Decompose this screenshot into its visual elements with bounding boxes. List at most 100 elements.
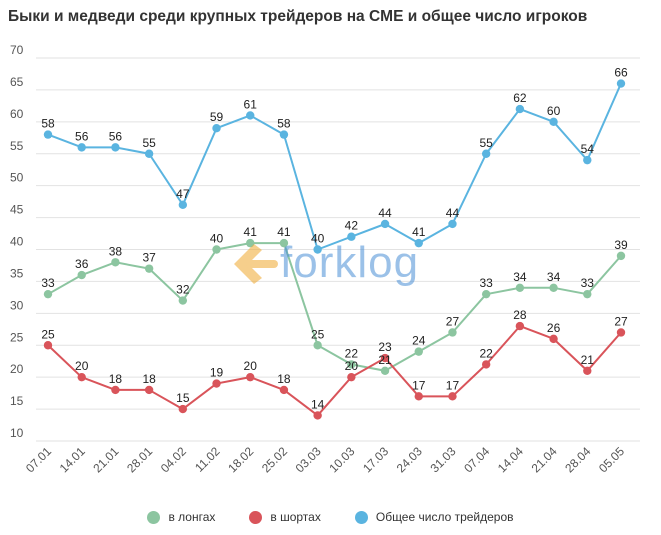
series-line-short [47, 325, 622, 417]
y-tick-label: 45 [10, 203, 24, 217]
data-label-long: 24 [412, 334, 426, 348]
y-axis-ticks: 10 15 20 25 30 35 40 45 50 55 60 65 70 [10, 43, 24, 440]
data-point-total [515, 104, 525, 114]
data-point-short [583, 366, 592, 375]
x-tick-label: 21.04 [529, 444, 560, 475]
data-label-short: 21 [581, 353, 595, 367]
chart-title: Быки и медведи среди крупных трейдеров н… [8, 8, 588, 25]
data-point-total [77, 143, 86, 152]
forklog-watermark: forklog [228, 236, 443, 296]
data-label-short: 20 [75, 359, 89, 373]
data-point-long [549, 283, 558, 292]
data-point-long [583, 289, 592, 299]
y-tick-label: 60 [10, 107, 24, 121]
legend-item-total: Общее число трейдеров [354, 510, 514, 524]
data-point-long [212, 245, 221, 254]
data-point-total [279, 130, 289, 139]
data-labels: 33 36 38 37 32 40 41 41 25 22 21 24 27 33 34 34 33 39 25 20… [41, 66, 628, 412]
data-point-short [414, 392, 423, 401]
data-point-short [144, 385, 154, 395]
data-point-total [414, 238, 423, 248]
x-tick-label: 10.03 [326, 444, 357, 475]
data-label-short: 27 [614, 314, 628, 328]
y-tick-label: 25 [10, 330, 24, 344]
data-label-total: 66 [614, 66, 628, 80]
x-tick-label: 18.02 [225, 444, 256, 475]
data-label-long: 36 [75, 257, 89, 271]
x-tick-label: 14.01 [57, 444, 88, 475]
x-tick-label: 25.02 [259, 444, 290, 475]
data-point-total [481, 149, 491, 158]
data-point-short [246, 372, 255, 382]
data-label-total: 58 [277, 117, 291, 131]
data-label-short: 17 [412, 378, 426, 392]
data-label-total: 44 [446, 206, 460, 220]
data-point-short [279, 385, 289, 395]
y-tick-label: 40 [10, 235, 24, 249]
data-label-total: 42 [345, 219, 359, 233]
y-tick-label: 65 [10, 75, 24, 89]
data-point-short [212, 379, 221, 388]
data-label-long: 41 [277, 225, 291, 239]
data-label-long: 32 [176, 283, 190, 297]
data-label-total: 55 [479, 136, 493, 150]
legend-label-long: в лонгах [168, 510, 216, 524]
data-label-long: 34 [547, 270, 561, 284]
x-tick-label: 24.03 [394, 444, 425, 475]
data-label-short: 18 [277, 372, 291, 386]
data-point-total [246, 111, 255, 120]
data-point-short [481, 360, 491, 369]
data-point-total [448, 219, 457, 229]
data-label-short: 23 [378, 340, 392, 354]
data-point-long [77, 270, 86, 280]
data-point-short [43, 341, 53, 350]
y-tick-label: 35 [10, 266, 24, 280]
data-label-short: 19 [210, 366, 224, 380]
data-point-long [43, 289, 53, 299]
data-label-short: 25 [41, 327, 55, 341]
data-point-long [347, 360, 356, 369]
x-tick-label: 28.04 [562, 444, 593, 475]
data-label-long: 33 [581, 276, 595, 290]
data-label-long: 34 [513, 270, 527, 284]
x-tick-label: 17.03 [360, 444, 391, 475]
x-axis-ticks: 07.01 14.01 21.01 28.01 04.02 11.02 18.02 25.02… [23, 444, 627, 475]
data-label-total: 54 [581, 142, 595, 156]
legend-item-short: в шортах [249, 510, 321, 524]
data-point-long [616, 251, 626, 261]
data-point-long [380, 366, 390, 375]
data-label-long: 38 [109, 244, 123, 258]
legend-label-total: Общее число трейдеров [375, 510, 514, 524]
data-label-long: 40 [210, 232, 224, 246]
data-point-long [414, 347, 423, 356]
data-point-short [515, 321, 525, 331]
data-label-short: 17 [446, 378, 460, 392]
data-label-long: 41 [244, 225, 258, 239]
data-point-total [178, 200, 188, 210]
x-tick-label: 07.01 [23, 444, 54, 475]
x-tick-label: 05.05 [596, 444, 627, 475]
series-line-total [47, 83, 622, 251]
x-tick-label: 31.03 [427, 444, 458, 475]
data-label-long: 27 [446, 314, 460, 328]
data-point-long [279, 238, 289, 248]
series-line-long [47, 242, 622, 372]
data-label-long: 33 [41, 276, 55, 290]
y-tick-label: 50 [10, 171, 24, 185]
data-label-total: 56 [109, 129, 123, 143]
data-label-short: 18 [142, 372, 156, 386]
data-label-short: 15 [176, 391, 190, 405]
data-point-total [144, 149, 154, 158]
y-tick-label: 55 [10, 139, 24, 153]
x-tick-label: 03.03 [293, 444, 324, 475]
data-point-total [347, 232, 356, 241]
legend-item-long: в лонгах [147, 510, 215, 524]
data-label-total: 62 [513, 91, 527, 105]
y-tick-label: 70 [10, 43, 24, 57]
data-point-total [111, 143, 120, 152]
data-point-short [616, 328, 626, 337]
data-point-short [111, 385, 120, 395]
legend: в лонгах в шортах Общее число трейдеров [0, 510, 661, 524]
data-point-short [178, 404, 188, 414]
